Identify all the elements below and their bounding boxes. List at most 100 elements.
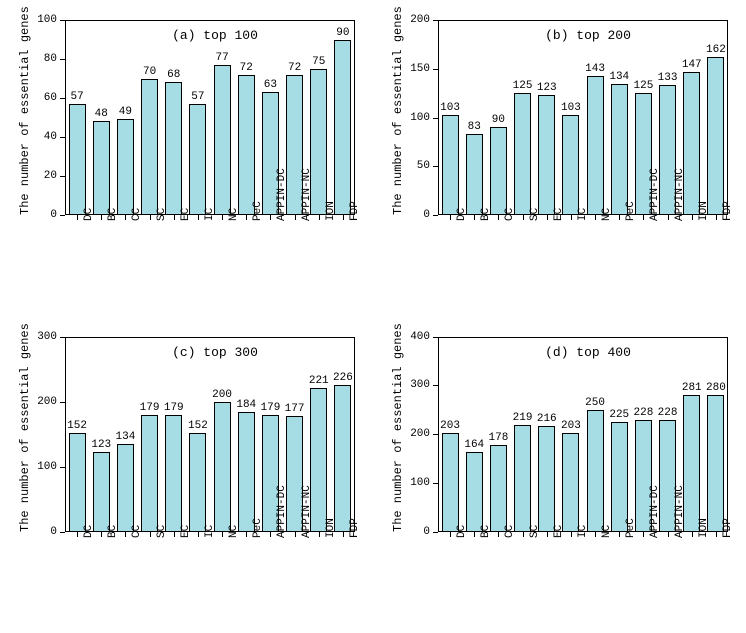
bar-NC: [214, 402, 231, 532]
y-tick: [60, 467, 65, 468]
bar-IC: [562, 115, 579, 215]
x-tick-label: BC: [468, 221, 480, 234]
bar-IC: [189, 433, 206, 532]
bar-BC: [466, 134, 483, 215]
bar-value-label: 103: [440, 102, 460, 114]
x-tick-label: APPIN-DC: [264, 538, 276, 591]
x-tick: [270, 215, 271, 220]
x-tick-label: IC: [565, 221, 577, 234]
x-tick: [222, 215, 223, 220]
bar-PeC: [238, 412, 255, 532]
y-tick: [60, 137, 65, 138]
y-tick-label: 0: [400, 209, 430, 221]
x-tick: [474, 215, 475, 220]
y-tick: [60, 59, 65, 60]
x-tick-label: ION: [686, 538, 698, 558]
x-tick: [222, 532, 223, 537]
x-tick-label: SC: [144, 538, 156, 551]
y-tick: [433, 434, 438, 435]
x-tick: [523, 532, 524, 537]
y-tick-label: 400: [400, 331, 430, 343]
bar-value-label: 125: [634, 80, 654, 92]
x-tick-label: APPIN-NC: [289, 538, 301, 591]
x-tick: [101, 532, 102, 537]
bar-EC: [538, 95, 555, 215]
y-tick-label: 150: [400, 63, 430, 75]
x-tick-label: EC: [541, 538, 553, 551]
bar-value-label: 123: [537, 82, 557, 94]
bar-value-label: 63: [264, 79, 277, 91]
bar-value-label: 68: [167, 69, 180, 81]
panel-title: (a) top 100: [172, 28, 258, 43]
x-tick: [198, 215, 199, 220]
bar-value-label: 123: [91, 439, 111, 451]
y-tick: [433, 118, 438, 119]
bar-value-label: 164: [464, 439, 484, 451]
bar-value-label: 162: [706, 44, 726, 56]
x-tick: [523, 215, 524, 220]
bar-value-label: 179: [261, 402, 281, 414]
x-tick: [198, 532, 199, 537]
y-tick-label: 200: [400, 428, 430, 440]
bar-value-label: 77: [215, 52, 228, 64]
bar-value-label: 134: [116, 431, 136, 443]
bar-DC: [442, 115, 459, 215]
x-tick: [319, 532, 320, 537]
bar-EC: [165, 82, 182, 215]
x-tick: [270, 532, 271, 537]
bar-value-label: 103: [561, 102, 581, 114]
bar-DC: [69, 104, 86, 215]
y-tick: [60, 402, 65, 403]
bar-BC: [466, 452, 483, 532]
x-tick: [174, 215, 175, 220]
panel-a: (a) top 100The number of essential genes…: [0, 0, 373, 316]
y-tick: [60, 176, 65, 177]
bar-value-label: 72: [288, 62, 301, 74]
y-tick-label: 50: [400, 160, 430, 172]
x-tick-label: BC: [95, 221, 107, 234]
bar-value-label: 49: [119, 106, 132, 118]
x-tick-label: DC: [71, 538, 83, 551]
bar-DC: [69, 433, 86, 532]
x-tick: [343, 215, 344, 220]
x-tick: [474, 532, 475, 537]
x-tick: [643, 532, 644, 537]
y-tick-label: 100: [400, 112, 430, 124]
y-tick-label: 60: [27, 92, 57, 104]
y-tick: [60, 215, 65, 216]
bar-value-label: 57: [70, 91, 83, 103]
x-tick-label: PeC: [613, 221, 625, 241]
x-tick-label: NC: [216, 538, 228, 551]
y-tick-label: 20: [27, 170, 57, 182]
bar-SC: [514, 425, 531, 532]
x-tick-label: BC: [468, 538, 480, 551]
bar-value-label: 221: [309, 375, 329, 387]
x-tick-label: PeC: [613, 538, 625, 558]
bar-FDP: [334, 385, 351, 532]
bar-value-label: 147: [682, 59, 702, 71]
y-tick-label: 300: [27, 331, 57, 343]
bar-BC: [93, 452, 110, 532]
x-tick: [450, 215, 451, 220]
y-tick-label: 300: [400, 379, 430, 391]
x-tick-label: BC: [95, 538, 107, 551]
bar-NC: [587, 76, 604, 215]
x-tick: [716, 532, 717, 537]
x-tick-label: CC: [119, 221, 131, 234]
y-tick-label: 200: [27, 396, 57, 408]
y-tick: [433, 215, 438, 216]
x-tick: [343, 532, 344, 537]
panel-title: (d) top 400: [545, 345, 631, 360]
bar-FDP: [707, 57, 724, 215]
x-tick: [692, 532, 693, 537]
x-tick-label: NC: [589, 538, 601, 551]
y-tick: [60, 337, 65, 338]
y-tick: [433, 20, 438, 21]
bar-CC: [117, 444, 134, 531]
bar-value-label: 179: [140, 402, 160, 414]
x-tick-label: CC: [119, 538, 131, 551]
y-tick-label: 200: [400, 14, 430, 26]
bar-EC: [538, 426, 555, 531]
x-tick-label: FDP: [337, 221, 349, 241]
x-tick-label: EC: [541, 221, 553, 234]
